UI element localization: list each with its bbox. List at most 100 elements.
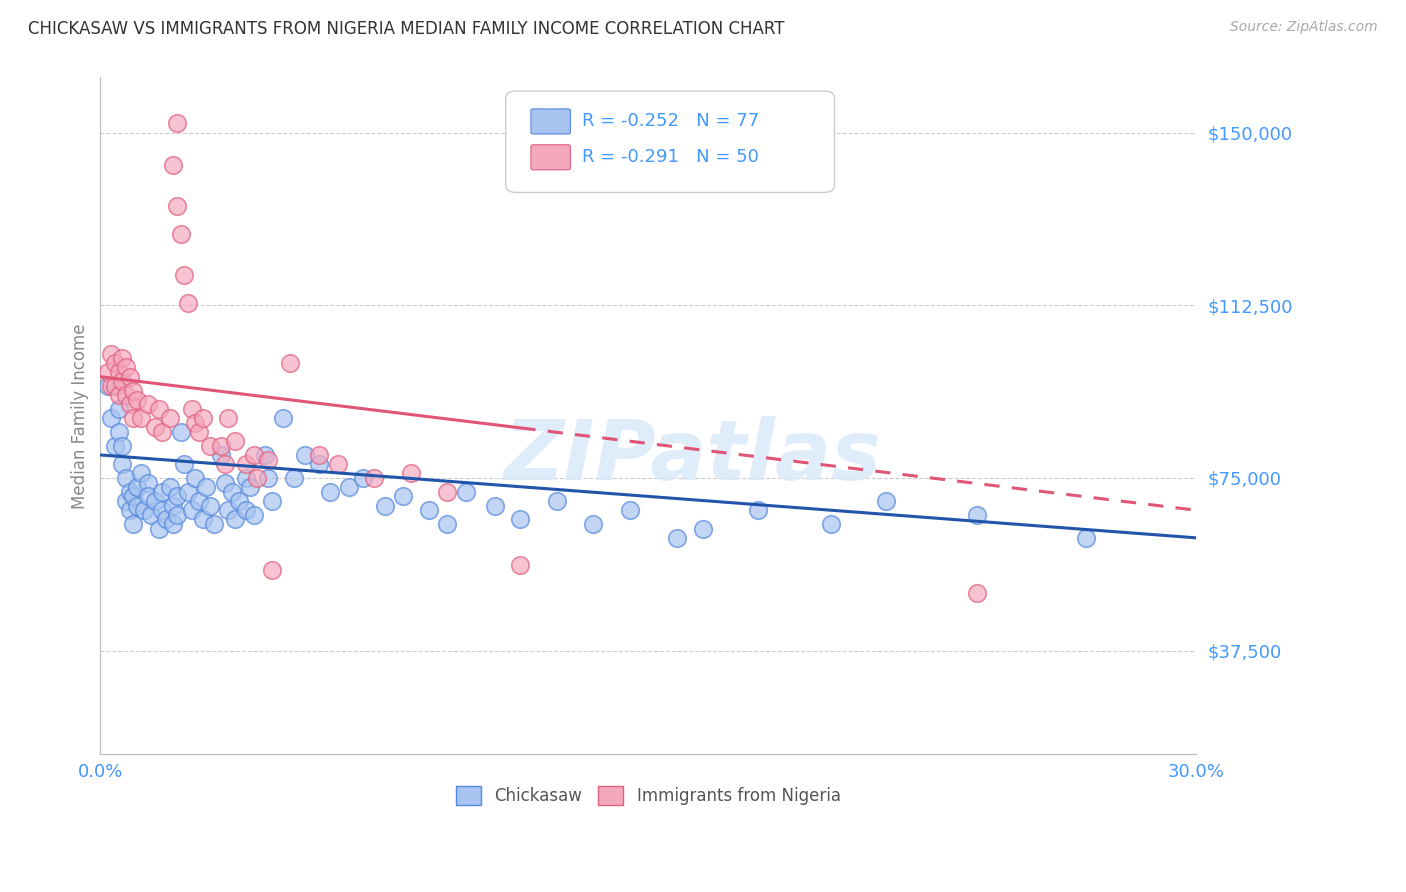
Text: ZIPatlas: ZIPatlas (503, 416, 882, 497)
Point (582, 516, 605, 531)
Point (224, 434, 246, 449)
Point (162, 499, 184, 513)
Point (242, 508, 264, 522)
Point (118, 397, 141, 411)
Point (115, 360, 138, 375)
Point (308, 448, 330, 462)
Point (308, 457, 330, 471)
Point (224, 512, 246, 526)
Point (326, 457, 349, 471)
Point (217, 503, 239, 517)
Point (235, 471, 257, 485)
Point (257, 471, 280, 485)
Point (966, 586, 988, 600)
Point (125, 392, 148, 407)
Point (148, 522, 170, 536)
Point (747, 503, 769, 517)
Point (107, 425, 129, 439)
FancyBboxPatch shape (506, 91, 834, 193)
Point (107, 388, 129, 402)
Point (436, 516, 458, 531)
Point (111, 457, 134, 471)
Point (115, 471, 138, 485)
Point (111, 374, 134, 388)
Point (159, 480, 181, 494)
Point (666, 531, 689, 545)
Point (202, 516, 225, 531)
Point (509, 558, 531, 573)
Point (209, 448, 232, 462)
Point (173, 457, 195, 471)
Point (115, 494, 138, 508)
Point (195, 480, 218, 494)
Point (115, 388, 138, 402)
Point (170, 425, 193, 439)
Point (162, 158, 184, 172)
Point (966, 508, 988, 522)
Point (294, 448, 316, 462)
Point (141, 508, 163, 522)
Point (152, 503, 174, 517)
Point (134, 503, 156, 517)
Point (148, 401, 170, 416)
Point (283, 471, 305, 485)
Point (418, 503, 440, 517)
Point (122, 411, 145, 425)
Point (198, 439, 221, 453)
Point (177, 484, 200, 499)
Point (170, 227, 193, 241)
Point (122, 384, 145, 398)
Point (166, 489, 188, 503)
Point (136, 489, 159, 503)
Point (228, 494, 250, 508)
Point (159, 411, 181, 425)
Point (104, 379, 127, 393)
Point (242, 448, 264, 462)
Point (619, 503, 641, 517)
Point (184, 416, 207, 430)
Point (692, 522, 714, 536)
Point (235, 503, 257, 517)
Point (152, 484, 174, 499)
Point (374, 499, 396, 513)
Y-axis label: Median Family Income: Median Family Income (72, 323, 89, 508)
Point (107, 365, 129, 379)
Point (184, 471, 207, 485)
Point (104, 439, 127, 453)
Point (278, 356, 301, 370)
Point (191, 512, 214, 526)
FancyBboxPatch shape (531, 145, 571, 169)
Point (246, 471, 269, 485)
Point (100, 379, 122, 393)
Point (337, 480, 360, 494)
Point (546, 494, 568, 508)
Point (111, 351, 134, 366)
Point (352, 471, 374, 485)
Point (173, 268, 195, 283)
Point (399, 467, 422, 481)
Point (136, 397, 159, 411)
Point (392, 489, 415, 503)
Point (260, 494, 283, 508)
Point (177, 296, 200, 310)
Legend: Chickasaw, Immigrants from Nigeria: Chickasaw, Immigrants from Nigeria (447, 778, 849, 814)
Point (239, 480, 262, 494)
Point (363, 471, 385, 485)
Point (118, 369, 141, 384)
Point (257, 452, 280, 467)
Point (129, 467, 152, 481)
Point (180, 401, 202, 416)
Point (484, 499, 506, 513)
Text: CHICKASAW VS IMMIGRANTS FROM NIGERIA MEDIAN FAMILY INCOME CORRELATION CHART: CHICKASAW VS IMMIGRANTS FROM NIGERIA MED… (28, 20, 785, 37)
Point (107, 401, 129, 416)
Point (436, 484, 458, 499)
Point (188, 425, 211, 439)
Point (1076, 531, 1098, 545)
Point (235, 457, 257, 471)
Point (143, 420, 166, 434)
Point (97, 365, 120, 379)
FancyBboxPatch shape (531, 109, 571, 134)
Text: R = -0.291   N = 50: R = -0.291 N = 50 (582, 148, 759, 166)
Point (118, 484, 141, 499)
Point (253, 448, 276, 462)
